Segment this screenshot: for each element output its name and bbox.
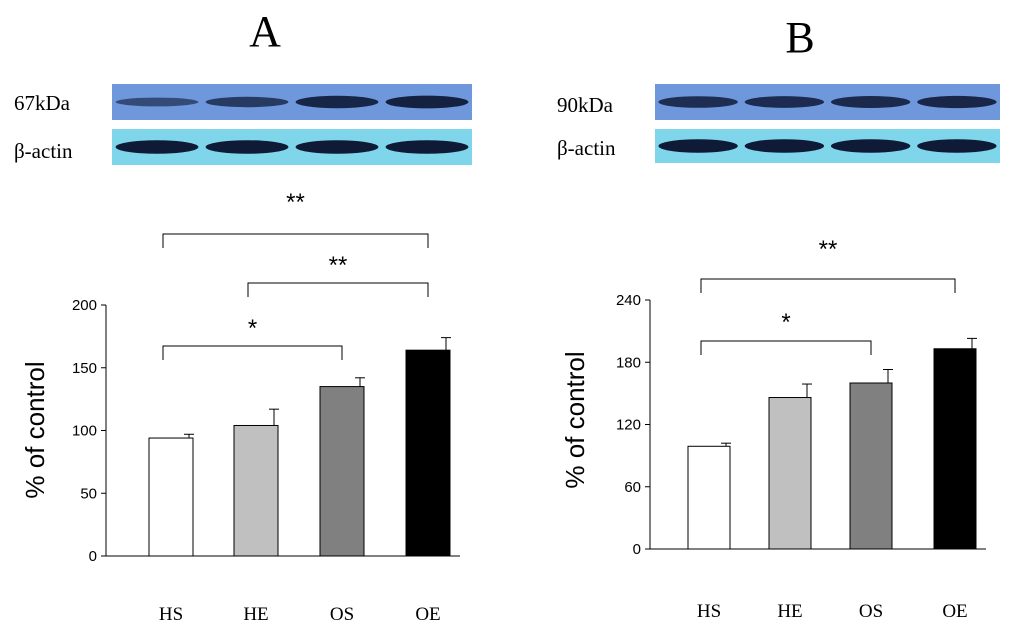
- significance-bracket: [700, 278, 956, 293]
- bar-os: [319, 386, 365, 557]
- category-label-he: HE: [777, 601, 802, 622]
- category-label-oe: OE: [415, 604, 440, 625]
- blot-band: [830, 96, 911, 108]
- y-tick-label: 120: [616, 417, 641, 434]
- category-label-hs: HS: [697, 601, 721, 622]
- blot-band: [744, 96, 825, 108]
- blot-band: [115, 140, 199, 154]
- y-tick-label: 100: [72, 423, 97, 440]
- bar-os: [849, 382, 893, 550]
- bar-oe: [405, 349, 451, 557]
- significance-bracket: [247, 282, 429, 297]
- bar-hs: [687, 445, 731, 550]
- chart-a-ylabel: % of control: [20, 361, 50, 498]
- significance-bracket: [700, 340, 872, 355]
- category-label-he: HE: [243, 604, 268, 625]
- y-tick-label: 240: [616, 292, 641, 309]
- bar-he: [768, 397, 812, 550]
- y-tick-label: 60: [624, 479, 641, 496]
- blot-band: [917, 139, 997, 153]
- panel-b-blot-label-top: 90kDa: [557, 93, 614, 117]
- blot-band: [205, 96, 289, 108]
- chart-b-ylabel: % of control: [560, 351, 590, 488]
- y-tick-label: 50: [80, 485, 97, 502]
- blot-band: [744, 139, 825, 153]
- blot-band: [295, 95, 379, 109]
- panel-b-blot-label-bottom: β-actin: [557, 136, 616, 160]
- y-tick-label: 150: [72, 360, 97, 377]
- y-tick-label: 180: [616, 354, 641, 371]
- significance-label: **: [819, 236, 838, 263]
- y-tick-label: 0: [633, 541, 641, 558]
- blot-band: [295, 140, 379, 154]
- blot-band: [385, 140, 469, 154]
- panel-a-blot-label-bottom: β-actin: [14, 139, 73, 163]
- category-label-os: OS: [859, 601, 883, 622]
- blot-band: [917, 95, 997, 109]
- panel-b-letter: B: [785, 13, 814, 62]
- bar-he: [233, 424, 279, 557]
- panel-a-blot-label-top: 67kDa: [14, 91, 71, 115]
- blot-band: [830, 139, 911, 153]
- blot-band: [385, 95, 469, 109]
- blot-band: [658, 96, 738, 108]
- y-tick-label: 0: [89, 548, 97, 565]
- category-label-os: OS: [330, 604, 354, 625]
- western-blot-images: [112, 84, 1000, 165]
- significance-label: **: [286, 189, 305, 216]
- significance-label: *: [248, 315, 257, 342]
- bar-hs: [148, 437, 194, 557]
- significance-label: **: [329, 252, 348, 279]
- significance-label: *: [781, 309, 790, 336]
- panel-a-letter: A: [249, 7, 281, 56]
- blot-band: [115, 97, 199, 107]
- category-label-hs: HS: [159, 604, 183, 625]
- category-label-oe: OE: [942, 601, 967, 622]
- significance-bracket: [162, 345, 343, 360]
- significance-bracket: [162, 233, 429, 248]
- blot-band: [658, 139, 738, 153]
- blot-band: [205, 140, 289, 154]
- y-tick-label: 200: [72, 297, 97, 314]
- bar-oe: [933, 348, 977, 550]
